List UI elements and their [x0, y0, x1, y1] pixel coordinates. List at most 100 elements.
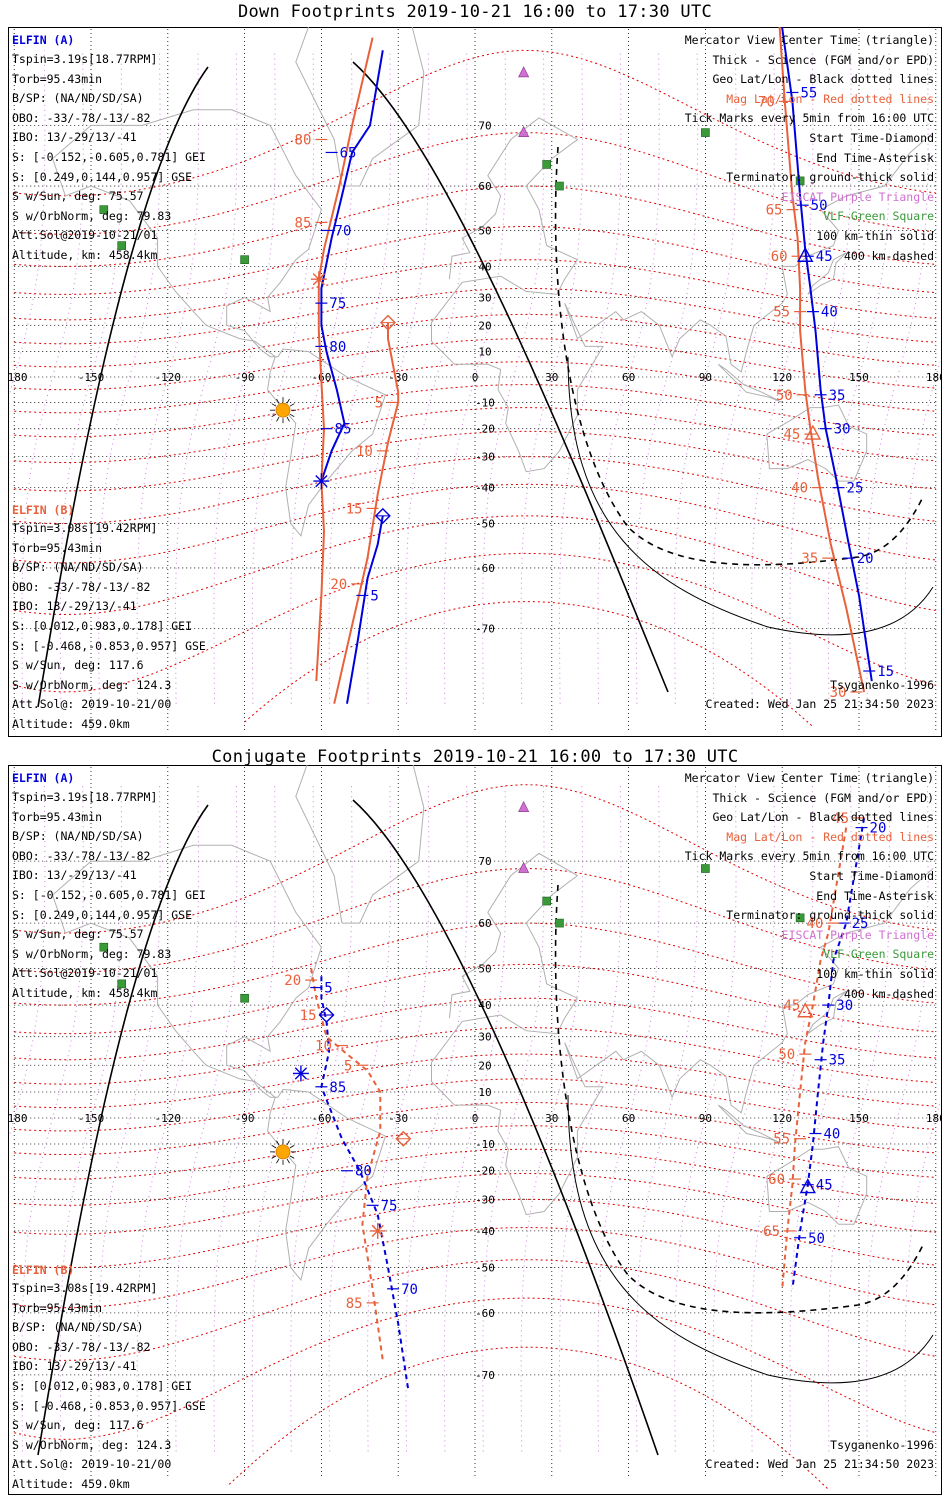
- info-line: S w/OrbNorm, deg: 79.83: [12, 208, 172, 223]
- x-tick-label: -90: [235, 1112, 255, 1125]
- info-line: B/SP: (NA/ND/SD/SA): [12, 829, 144, 844]
- legend-item: Geo Lat/Lon - Black dotted lines: [712, 810, 934, 825]
- sun-ray: [276, 1158, 280, 1164]
- sun-ray: [271, 1155, 277, 1159]
- sun-ray: [286, 416, 290, 422]
- panel-conjugate-footprints: Conjugate Footprints 2019-10-21 16:00 to…: [0, 745, 950, 1500]
- mag-meridian: [674, 784, 737, 1452]
- sun-ray: [271, 413, 277, 418]
- terminator-100km: [567, 1094, 934, 1384]
- elfin-b-track-east: [778, 27, 866, 693]
- track-time-label: 80: [329, 339, 346, 355]
- mag-meridian: [482, 784, 545, 1452]
- info-line: OBO: -33/-78/-13/-82: [12, 848, 151, 863]
- info-line: Tspin=3.19s[18.77RPM]: [12, 790, 158, 804]
- info-line: IBO: 13/-29/13/-41: [12, 868, 137, 883]
- elfin-b-info: Tspin=3.08s[19.42RPM] Torb=95.43min B/SP…: [12, 519, 206, 735]
- track-time-label: 55: [773, 305, 790, 321]
- track-time-label: 5: [324, 981, 332, 997]
- sun-ray: [276, 1140, 280, 1146]
- info-line: S: [0.012,0.983,0.178] GEI: [12, 1378, 193, 1393]
- mag-latitude-line: [14, 132, 936, 235]
- elfin-b-track-west: [310, 968, 384, 1361]
- terminator-ground: [37, 61, 669, 708]
- legend-item: Geo Lat/Lon - Black dotted lines: [712, 72, 934, 87]
- info-line: IBO: 13/-29/13/-41: [12, 599, 137, 614]
- info-line: S: [0.249,0.144,0.957] GSE: [12, 169, 193, 184]
- info-line: S: [-0.468,-0.853,0.957] GSE: [12, 1398, 206, 1413]
- mag-latitude-line: [14, 49, 936, 197]
- legend-item: Tick Marks every 5min from 16:00 UTC: [684, 111, 934, 126]
- info-line: S: [0.012,0.983,0.178] GEI: [12, 618, 193, 633]
- model-label: Tsyganenko-1996: [830, 1438, 934, 1452]
- vlf-station-square: [240, 993, 249, 1003]
- eiscat-triangle: [518, 800, 530, 812]
- info-line: B/SP: (NA/ND/SD/SA): [12, 1320, 144, 1335]
- y-tick-label: -40: [475, 1225, 495, 1238]
- mag-latitude-line: [14, 515, 936, 616]
- legend-item: VLF-Green Square: [823, 947, 934, 962]
- info-line: Altitude, km: 458.4km: [12, 985, 158, 1000]
- start-diamond-icon: [379, 314, 396, 331]
- vlf-station-square: [701, 128, 710, 137]
- mag-meridian: [635, 784, 699, 1452]
- y-tick-label: 10: [478, 1086, 491, 1099]
- track-time-label: 85: [329, 1080, 346, 1096]
- mag-latitude-line: [14, 1227, 936, 1309]
- vlf-station-square: [99, 205, 109, 214]
- x-tick-label: 180: [926, 371, 942, 384]
- track-time-label: 50: [778, 1047, 795, 1063]
- legend-item: 400 km-dashed: [843, 986, 934, 1001]
- elfin-b-track-west: [315, 37, 374, 682]
- mag-meridian: [866, 784, 929, 1452]
- y-tick-label: 10: [478, 346, 491, 359]
- info-line: Altitude: 459.0km: [12, 716, 130, 731]
- sun-ray: [289, 1145, 295, 1149]
- x-tick-label: -60: [311, 1112, 331, 1125]
- y-tick-label: -50: [475, 1262, 495, 1275]
- legend-item: Start Time-Diamond: [809, 868, 934, 883]
- track-time-label: 10: [315, 1039, 332, 1055]
- mag-meridian: [213, 784, 276, 1452]
- legend-item: Terminator: ground-thick solid: [726, 170, 934, 185]
- terminator-400km: [554, 884, 924, 1314]
- track-time-label: 5: [344, 1058, 352, 1074]
- sun-icon: [275, 402, 291, 418]
- mag-meridian: [904, 361, 941, 704]
- x-tick-label: -90: [235, 371, 255, 384]
- x-tick-label: 60: [622, 371, 635, 384]
- created-label: Created: Wed Jan 25 21:34:50 2023: [705, 1457, 934, 1471]
- y-tick-label: 70: [478, 855, 491, 868]
- coastline: [807, 252, 847, 295]
- start-diamond-icon: [318, 1007, 335, 1023]
- y-tick-label: 20: [478, 319, 491, 332]
- sun-ray: [286, 398, 290, 404]
- y-tick-label: 50: [478, 224, 491, 237]
- elfin-a-track-east: [791, 817, 866, 1289]
- legend-item: EISCAT Purple Triangle: [781, 189, 934, 204]
- mag-latitude-line: [14, 456, 936, 524]
- info-line: S w/Sun, deg: 117.6: [12, 658, 144, 673]
- elfin-b-track-east: [781, 827, 848, 1289]
- mag-latitude-line: [14, 483, 936, 564]
- legend-item: Terminator: ground-thick solid: [726, 908, 934, 923]
- info-line: Tspin=3.19s[18.77RPM]: [12, 52, 158, 66]
- track-time-label: 60: [768, 1172, 785, 1188]
- vlf-station-square: [555, 181, 564, 191]
- info-line: S w/OrbNorm, deg: 79.83: [12, 946, 172, 961]
- plot-frame: [8, 765, 942, 1495]
- info-line: S w/Sun, deg: 117.6: [12, 1418, 144, 1433]
- coastline: [717, 1104, 783, 1145]
- track-time-label: 60: [771, 249, 788, 265]
- mag-meridian: [558, 784, 622, 1452]
- legend-item: End Time-Asterisk: [816, 150, 934, 165]
- legend-item: Start Time-Diamond: [809, 130, 934, 145]
- y-tick-label: 40: [478, 260, 491, 273]
- info-line: IBO: 13/-29/13/-41: [12, 1359, 137, 1374]
- track-time-label: 40: [821, 305, 838, 321]
- legend-item: Mercator View Center Time (triangle): [684, 771, 934, 785]
- mag-latitude-line: [14, 430, 936, 492]
- info-line: S w/OrbNorm, deg: 124.3: [12, 677, 172, 692]
- elfin-a-track-south: [346, 515, 384, 704]
- mag-latitude-line: [14, 1297, 936, 1440]
